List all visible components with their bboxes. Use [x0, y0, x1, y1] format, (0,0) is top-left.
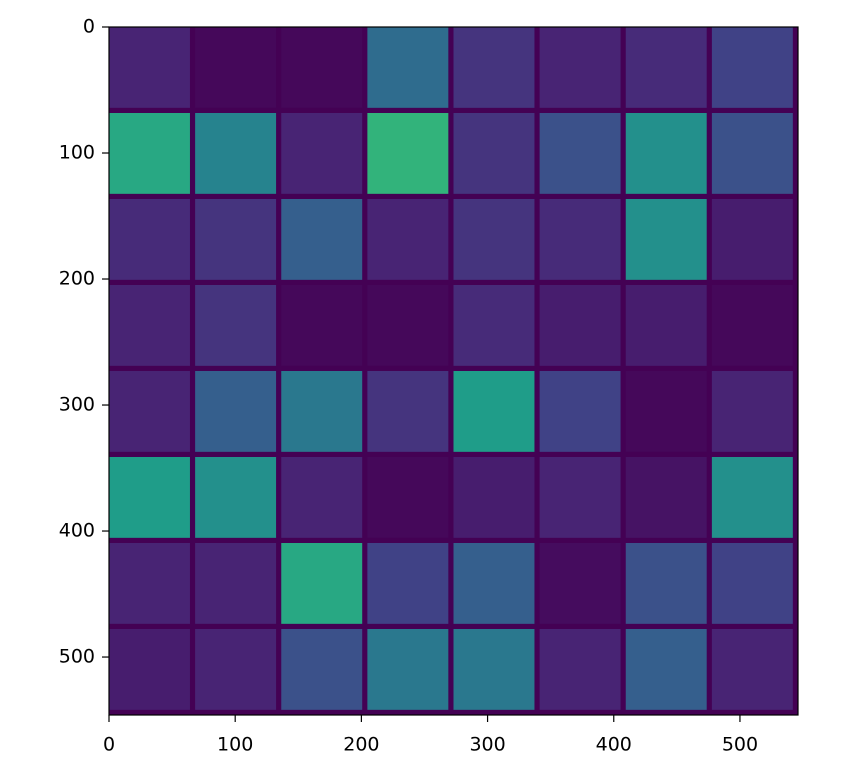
- feature-map-tile: [367, 285, 449, 366]
- feature-map-tile: [453, 457, 535, 538]
- feature-map-tile: [539, 371, 621, 452]
- feature-map-tile: [367, 457, 449, 538]
- x-tick-label: 100: [217, 734, 253, 756]
- feature-map-tile: [109, 457, 190, 538]
- y-tick-label: 500: [59, 646, 95, 668]
- feature-map-tile: [195, 199, 277, 280]
- y-tick-label: 300: [59, 394, 95, 416]
- feature-map-tile: [539, 113, 621, 194]
- feature-map-tile: [195, 457, 277, 538]
- feature-map-tile: [281, 543, 363, 624]
- feature-map-tile: [453, 113, 535, 194]
- axes-frame: [108, 26, 799, 716]
- feature-map-tile: [625, 199, 707, 280]
- x-tick-label: 400: [596, 734, 632, 756]
- feature-map-tile: [453, 543, 535, 624]
- feature-map-tile: [109, 371, 190, 452]
- feature-map-tile: [281, 199, 363, 280]
- feature-map-tile: [367, 113, 449, 194]
- feature-map-tile: [453, 27, 535, 108]
- feature-map-tile: [281, 285, 363, 366]
- x-tick-label: 500: [722, 734, 758, 756]
- feature-map-tile: [539, 199, 621, 280]
- feature-map-tile: [625, 285, 707, 366]
- feature-map-tile: [195, 371, 277, 452]
- feature-map-tile: [711, 629, 793, 710]
- feature-map-tile: [711, 371, 793, 452]
- feature-map-tile: [367, 199, 449, 280]
- feature-map-tile: [625, 371, 707, 452]
- feature-map-tile: [539, 285, 621, 366]
- feature-map-tile: [281, 371, 363, 452]
- feature-map-tile: [109, 285, 190, 366]
- feature-map-tile: [539, 27, 621, 108]
- feature-map-tile: [195, 543, 277, 624]
- feature-map-tile: [711, 457, 793, 538]
- feature-map-tile: [539, 543, 621, 624]
- x-tick-label: 200: [343, 734, 379, 756]
- feature-map-tile: [109, 199, 190, 280]
- y-tick-label: 200: [59, 268, 95, 290]
- feature-map-tile: [195, 629, 277, 710]
- feature-map-tile: [453, 371, 535, 452]
- feature-map-tile: [625, 457, 707, 538]
- feature-map-tile: [281, 113, 363, 194]
- feature-map-tile: [453, 629, 535, 710]
- feature-map-tile: [625, 629, 707, 710]
- x-tick-label: 300: [469, 734, 505, 756]
- y-tick-label: 400: [59, 520, 95, 542]
- feature-map-tile: [453, 199, 535, 280]
- feature-map-tile: [109, 543, 190, 624]
- feature-map-tile: [109, 113, 190, 194]
- feature-map-tile: [711, 113, 793, 194]
- feature-map-tile: [711, 199, 793, 280]
- feature-map-tile: [367, 543, 449, 624]
- feature-map-tile: [625, 113, 707, 194]
- feature-map-tile: [195, 27, 277, 108]
- feature-map-tile: [367, 371, 449, 452]
- feature-map-tile: [281, 629, 363, 710]
- feature-map-tile: [711, 27, 793, 108]
- feature-map-tile: [367, 629, 449, 710]
- feature-map-tile: [281, 27, 363, 108]
- feature-map-tile: [539, 457, 621, 538]
- feature-map-tile: [539, 629, 621, 710]
- feature-map-tile: [711, 543, 793, 624]
- feature-map-tile: [281, 457, 363, 538]
- y-tick-label: 0: [83, 16, 95, 38]
- y-tick-label: 100: [59, 142, 95, 164]
- feature-map-tile: [367, 27, 449, 108]
- x-tick-label: 0: [103, 734, 115, 756]
- feature-map-tile: [195, 113, 277, 194]
- feature-map-tile: [195, 285, 277, 366]
- feature-map-tile: [453, 285, 535, 366]
- feature-map-tile: [625, 543, 707, 624]
- feature-map-tile: [109, 27, 190, 108]
- feature-map-tile: [711, 285, 793, 366]
- feature-map-tile: [109, 629, 190, 710]
- feature-map-tile: [625, 27, 707, 108]
